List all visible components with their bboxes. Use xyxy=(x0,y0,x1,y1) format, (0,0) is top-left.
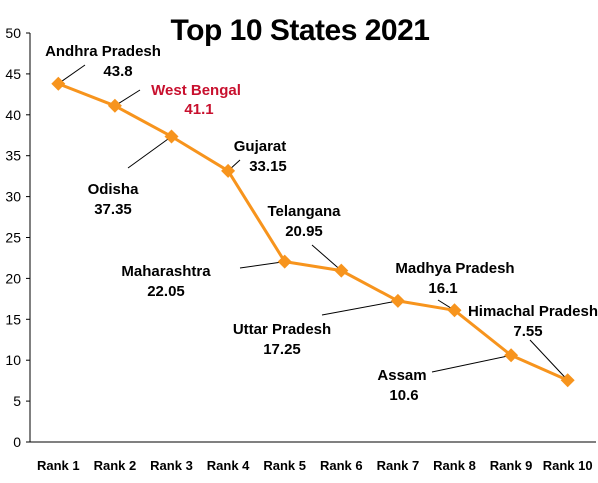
x-tick-label: Rank 1 xyxy=(37,458,80,473)
data-point-marker xyxy=(164,129,179,144)
x-tick-label: Rank 6 xyxy=(320,458,363,473)
annotation-leader xyxy=(529,339,569,381)
annotation-labels: Andhra Pradesh 43.8 West Bengal 41.1 Odisha 3… xyxy=(45,43,598,404)
data-point-marker xyxy=(504,348,519,363)
annotation-leader xyxy=(58,64,86,85)
y-tick-label: 40 xyxy=(5,107,21,123)
annotation-value: 37.35 xyxy=(94,201,132,218)
annotation-state-name: Maharashtra xyxy=(121,263,211,280)
annotation-leader xyxy=(239,261,285,269)
annotation-leader xyxy=(311,244,342,272)
annotation-state-name: West Bengal xyxy=(151,82,241,99)
annotation-value: 43.8 xyxy=(103,63,132,80)
annotation-value: 7.55 xyxy=(513,323,542,340)
annotation-value: 16.1 xyxy=(428,280,457,297)
annotation-leader xyxy=(127,136,172,169)
x-tick-label: Rank 4 xyxy=(207,458,250,473)
data-point-marker xyxy=(334,263,349,278)
data-point-marker xyxy=(390,293,405,308)
data-point-marker xyxy=(51,76,66,91)
y-tick-label: 20 xyxy=(5,270,21,286)
annotation-value: 17.25 xyxy=(263,341,301,358)
y-tick-label: 10 xyxy=(5,352,21,368)
y-tick-label: 5 xyxy=(13,393,21,409)
axes: 0 5 10 15 20 25 30 35 40 45 50 Rank 1 Rank 2 Rank 3 Ra… xyxy=(5,25,596,473)
y-tick-label: 15 xyxy=(5,311,21,327)
annotation-value: 41.1 xyxy=(184,101,213,118)
chart-title: Top 10 States 2021 xyxy=(171,14,430,47)
annotation-state-name: Andhra Pradesh xyxy=(45,43,161,60)
annotation-state-name: Gujarat xyxy=(234,138,287,155)
data-point-marker xyxy=(447,303,462,318)
y-tick-label: 50 xyxy=(5,25,21,41)
annotation-state-name: Odisha xyxy=(88,181,140,198)
data-point-marker xyxy=(107,98,122,113)
x-tick-label: Rank 10 xyxy=(543,458,593,473)
annotation-value: 33.15 xyxy=(249,158,287,175)
x-tick-label: Rank 5 xyxy=(263,458,306,473)
annotation-state-name: Uttar Pradesh xyxy=(233,321,331,338)
y-tick-label: 35 xyxy=(5,148,21,164)
annotation-leader-lines xyxy=(58,64,569,381)
annotation-value: 22.05 xyxy=(147,283,185,300)
x-tick-label: Rank 9 xyxy=(490,458,533,473)
data-point-marker xyxy=(277,254,292,269)
series-line xyxy=(51,76,575,388)
data-point-marker xyxy=(221,163,236,178)
x-tick-label: Rank 3 xyxy=(150,458,193,473)
annotation-value: 10.6 xyxy=(389,387,418,404)
annotation-state-name: Himachal Pradesh xyxy=(468,303,598,320)
x-tick-label: Rank 7 xyxy=(377,458,420,473)
annotation-leader xyxy=(321,300,398,316)
y-tick-label: 25 xyxy=(5,230,21,246)
y-tick-label: 30 xyxy=(5,189,21,205)
y-tick-label: 45 xyxy=(5,66,21,82)
annotation-value: 20.95 xyxy=(285,223,323,240)
series-line-path xyxy=(57,82,569,382)
annotation-state-name: Madhya Pradesh xyxy=(395,260,514,277)
x-tick-label: Rank 8 xyxy=(433,458,476,473)
data-point-marker xyxy=(560,373,575,388)
y-tick-label: 0 xyxy=(13,434,21,450)
annotation-state-name: Assam xyxy=(377,367,426,384)
x-tick-label: Rank 2 xyxy=(94,458,137,473)
annotation-leader xyxy=(431,354,512,373)
annotation-state-name: Telangana xyxy=(267,203,341,220)
